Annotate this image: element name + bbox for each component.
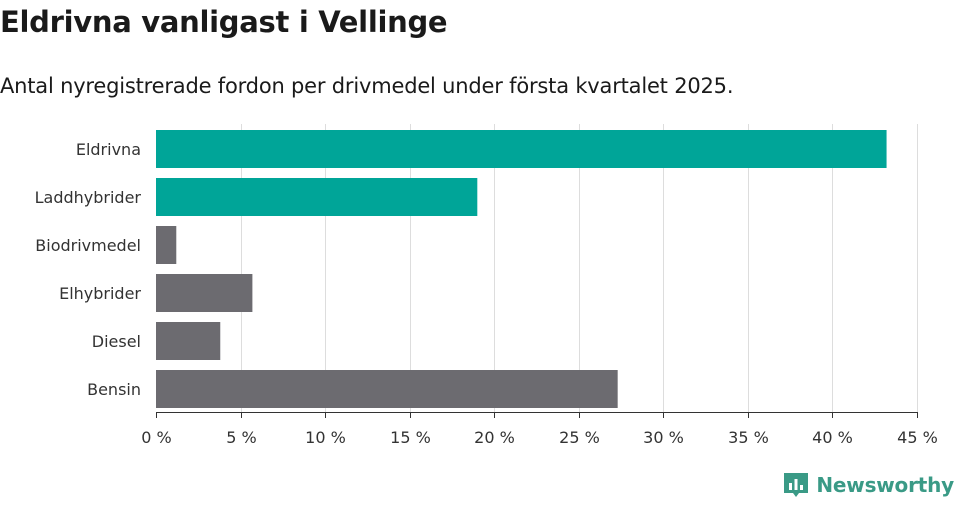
chart-subtitle: Antal nyregistrerade fordon per drivmede… — [0, 74, 734, 98]
category-label: Biodrivmedel — [35, 236, 141, 255]
newsworthy-logo-icon — [784, 473, 809, 497]
bar-bensin — [156, 370, 618, 408]
category-labels: Eldrivna Laddhybrider Biodrivmedel Elhybrid… — [35, 140, 142, 399]
brand-name: Newsworthy — [816, 473, 954, 497]
x-tick-label: 40 % — [812, 428, 853, 447]
x-tick-label: 45 % — [897, 428, 938, 447]
brand-logo: Newsworthy — [783, 469, 954, 501]
x-tick-label: 35 % — [728, 428, 769, 447]
category-label: Eldrivna — [76, 140, 141, 159]
x-tick-label: 15 % — [390, 428, 431, 447]
category-label: Elhybrider — [59, 284, 141, 303]
x-tick-label: 5 % — [226, 428, 256, 447]
x-tick-label: 10 % — [305, 428, 346, 447]
bar-laddhybrider — [156, 178, 478, 216]
x-tick-label: 30 % — [643, 428, 684, 447]
category-label: Diesel — [92, 332, 141, 351]
x-tick-label: 20 % — [474, 428, 515, 447]
bar-eldrivna — [156, 130, 887, 168]
x-tick-label: 0 % — [141, 428, 171, 447]
bars — [156, 130, 887, 408]
chart-title: Eldrivna vanligast i Vellinge — [0, 5, 448, 39]
category-label: Laddhybrider — [35, 188, 142, 207]
bar-elhybrider — [156, 274, 253, 312]
x-axis: 0 % 5 % 10 % 15 % 20 % 25 % 30 % 35 % 40 % 45 % — [141, 412, 938, 447]
bar-diesel — [156, 322, 221, 360]
category-label: Bensin — [87, 380, 141, 399]
x-tick-label: 25 % — [559, 428, 600, 447]
bar-biodrivmedel — [156, 226, 177, 264]
gridlines — [241, 124, 918, 412]
